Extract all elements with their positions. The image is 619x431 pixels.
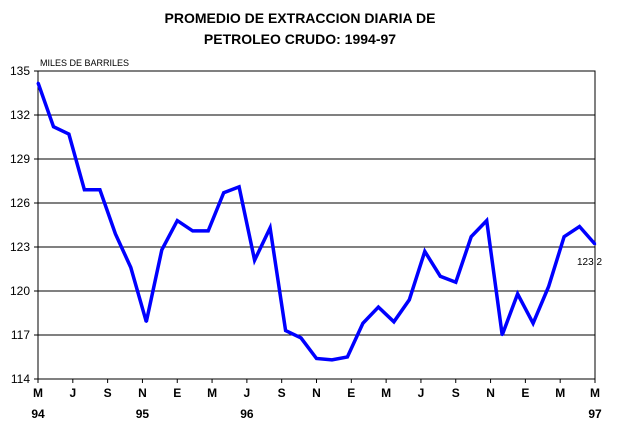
data-point: [593, 242, 597, 246]
data-point: [160, 248, 163, 252]
x-tick-label: S: [278, 386, 286, 400]
data-point: [114, 232, 117, 235]
x-tick-label: E: [521, 386, 529, 400]
x-tick-label: S: [452, 386, 460, 400]
data-point: [268, 226, 272, 230]
data-point: [36, 81, 40, 84]
data-point: [578, 225, 581, 228]
data-point: [470, 235, 473, 238]
x-tick-label: M: [207, 386, 217, 400]
data-point: [315, 357, 318, 360]
x-tick-label: M: [590, 386, 600, 400]
x-year-label: 96: [240, 407, 254, 421]
x-tick-label: M: [555, 386, 565, 400]
y-tick-label: 135: [10, 64, 30, 78]
x-tick-label: N: [486, 386, 495, 400]
y-tick-label: 117: [11, 328, 30, 342]
data-point: [206, 229, 210, 233]
x-tick-label: J: [69, 386, 76, 400]
series-line: [36, 82, 597, 362]
x-tick-label: E: [347, 386, 355, 400]
data-point: [562, 235, 566, 238]
x-tick-label: N: [312, 386, 321, 400]
y-tick-label: 129: [10, 152, 30, 166]
data-point: [547, 285, 550, 288]
data-point: [253, 259, 256, 262]
data-point: [67, 132, 71, 136]
data-point: [377, 305, 380, 309]
x-tick-label: M: [33, 386, 43, 400]
x-tick-label: J: [418, 386, 425, 400]
chart-title-line-2: PETROLEO CRUDO: 1994-97: [203, 31, 397, 47]
x-year-label: 95: [136, 407, 150, 421]
y-axis-label: MILES DE BARRILES: [40, 58, 129, 68]
data-point: [408, 298, 411, 301]
y-tick-label: 123: [10, 240, 30, 254]
data-point: [52, 125, 55, 128]
data-point: [145, 320, 148, 323]
y-tick-label: 126: [10, 196, 30, 210]
data-point: [454, 281, 457, 284]
x-axis: M J S N E M J S N E M J S N E M M 94 95 96 97: [31, 379, 602, 421]
x-tick-label: E: [173, 386, 181, 400]
y-tick-label: 132: [10, 108, 30, 122]
y-axis: 114 117 120 123 126 129 132 135: [10, 64, 38, 386]
data-point: [191, 229, 194, 233]
x-year-label: 94: [31, 407, 45, 421]
data-point: [330, 358, 334, 362]
data-point: [176, 219, 179, 222]
data-point: [485, 219, 488, 222]
y-tick-label: 114: [11, 372, 30, 386]
data-point: [439, 275, 442, 278]
data-point: [299, 336, 303, 340]
chart-title-line-1: PROMEDIO DE EXTRACCION DIARIA DE: [164, 10, 436, 26]
data-point: [531, 322, 535, 325]
plot-area: [37, 70, 596, 380]
data-point: [98, 188, 102, 191]
data-point: [346, 355, 349, 359]
series-layer: [36, 81, 597, 362]
data-point: [516, 292, 519, 296]
data-point: [500, 333, 504, 337]
data-point: [423, 250, 427, 253]
data-point: [392, 320, 396, 323]
data-point: [83, 188, 86, 191]
y-tick-label: 120: [10, 284, 30, 298]
grid-lines: [38, 114, 595, 336]
data-point: [129, 266, 133, 269]
x-tick-label: S: [104, 386, 112, 400]
y-axis-label-background: [40, 56, 137, 69]
data-point: [284, 329, 287, 332]
x-tick-label: J: [244, 386, 251, 400]
x-tick-label: N: [138, 386, 147, 400]
last-value-label: 123.2: [577, 257, 602, 268]
x-year-label: 97: [588, 407, 602, 421]
data-point: [222, 191, 225, 194]
data-point: [361, 322, 365, 325]
x-tick-label: M: [381, 386, 391, 400]
data-point: [237, 185, 241, 189]
